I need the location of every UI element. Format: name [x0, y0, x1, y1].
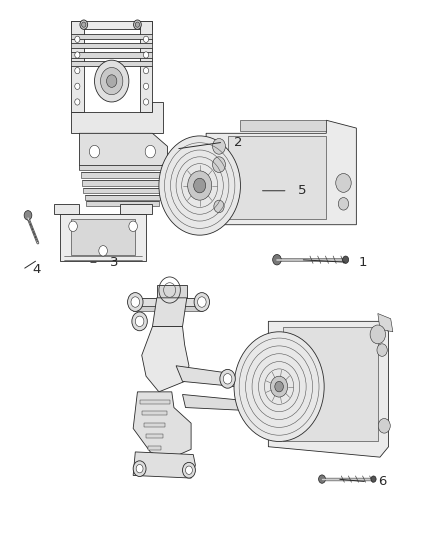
Polygon shape	[144, 423, 166, 427]
Circle shape	[135, 316, 144, 327]
Circle shape	[194, 178, 206, 193]
Circle shape	[127, 293, 143, 311]
Circle shape	[144, 99, 148, 105]
Polygon shape	[283, 327, 378, 441]
Polygon shape	[120, 204, 152, 214]
Polygon shape	[140, 21, 152, 112]
Polygon shape	[142, 327, 189, 392]
Polygon shape	[157, 285, 187, 298]
Polygon shape	[140, 400, 170, 404]
Polygon shape	[133, 298, 202, 306]
Polygon shape	[378, 313, 393, 332]
Circle shape	[272, 254, 281, 265]
Circle shape	[75, 52, 80, 58]
Polygon shape	[206, 120, 357, 225]
Circle shape	[220, 369, 235, 388]
Circle shape	[377, 344, 387, 357]
Polygon shape	[83, 188, 162, 193]
Circle shape	[183, 462, 195, 478]
Polygon shape	[71, 21, 152, 29]
Polygon shape	[71, 21, 84, 112]
Polygon shape	[79, 133, 167, 170]
Polygon shape	[81, 173, 164, 177]
Circle shape	[81, 22, 86, 27]
Circle shape	[378, 418, 390, 433]
Circle shape	[275, 382, 283, 392]
Polygon shape	[228, 136, 326, 220]
Circle shape	[144, 68, 148, 74]
Polygon shape	[71, 102, 163, 133]
Circle shape	[214, 200, 224, 213]
Polygon shape	[152, 298, 187, 327]
Circle shape	[144, 52, 148, 58]
Circle shape	[75, 36, 80, 43]
Polygon shape	[176, 366, 236, 386]
Circle shape	[338, 198, 349, 210]
Circle shape	[99, 246, 107, 256]
Circle shape	[144, 36, 148, 43]
Circle shape	[271, 376, 288, 397]
Circle shape	[129, 221, 138, 231]
Text: 4: 4	[32, 263, 41, 276]
Polygon shape	[71, 34, 152, 39]
Circle shape	[69, 221, 78, 231]
Circle shape	[75, 68, 80, 74]
Polygon shape	[183, 394, 240, 410]
Polygon shape	[82, 180, 163, 185]
Circle shape	[234, 332, 324, 441]
Text: 2: 2	[234, 136, 243, 149]
Text: 6: 6	[378, 475, 386, 488]
Circle shape	[343, 256, 349, 263]
Polygon shape	[148, 446, 161, 450]
Circle shape	[95, 60, 129, 102]
Polygon shape	[71, 220, 135, 255]
Circle shape	[89, 146, 100, 158]
Circle shape	[194, 293, 209, 311]
Circle shape	[136, 464, 143, 473]
Polygon shape	[142, 411, 167, 415]
Circle shape	[212, 157, 226, 173]
Polygon shape	[86, 201, 159, 206]
Circle shape	[159, 136, 240, 235]
Circle shape	[135, 22, 140, 27]
Text: 1: 1	[358, 256, 367, 269]
Polygon shape	[71, 52, 152, 58]
Polygon shape	[71, 43, 152, 48]
Circle shape	[145, 146, 155, 158]
Circle shape	[186, 466, 192, 474]
Circle shape	[132, 312, 147, 331]
Text: 3: 3	[110, 256, 118, 269]
Polygon shape	[133, 452, 195, 478]
Circle shape	[144, 83, 148, 90]
Circle shape	[133, 461, 146, 477]
Circle shape	[336, 174, 351, 192]
Polygon shape	[268, 321, 389, 457]
Circle shape	[101, 68, 123, 95]
Polygon shape	[133, 392, 191, 460]
Circle shape	[75, 83, 80, 90]
Circle shape	[223, 374, 232, 384]
Polygon shape	[79, 165, 166, 170]
Circle shape	[134, 20, 141, 29]
Circle shape	[318, 475, 325, 483]
Polygon shape	[85, 195, 160, 200]
Circle shape	[106, 75, 117, 87]
Circle shape	[187, 171, 212, 200]
Polygon shape	[133, 306, 202, 311]
Circle shape	[371, 476, 376, 482]
Circle shape	[75, 99, 80, 105]
Circle shape	[131, 297, 140, 307]
Circle shape	[370, 325, 385, 344]
Polygon shape	[54, 204, 79, 214]
Circle shape	[212, 139, 226, 154]
Polygon shape	[240, 120, 326, 131]
Polygon shape	[60, 214, 146, 261]
Circle shape	[198, 297, 206, 307]
Polygon shape	[71, 61, 152, 67]
Circle shape	[24, 211, 32, 220]
Polygon shape	[146, 434, 163, 438]
Circle shape	[80, 20, 88, 29]
Text: 5: 5	[298, 184, 307, 197]
